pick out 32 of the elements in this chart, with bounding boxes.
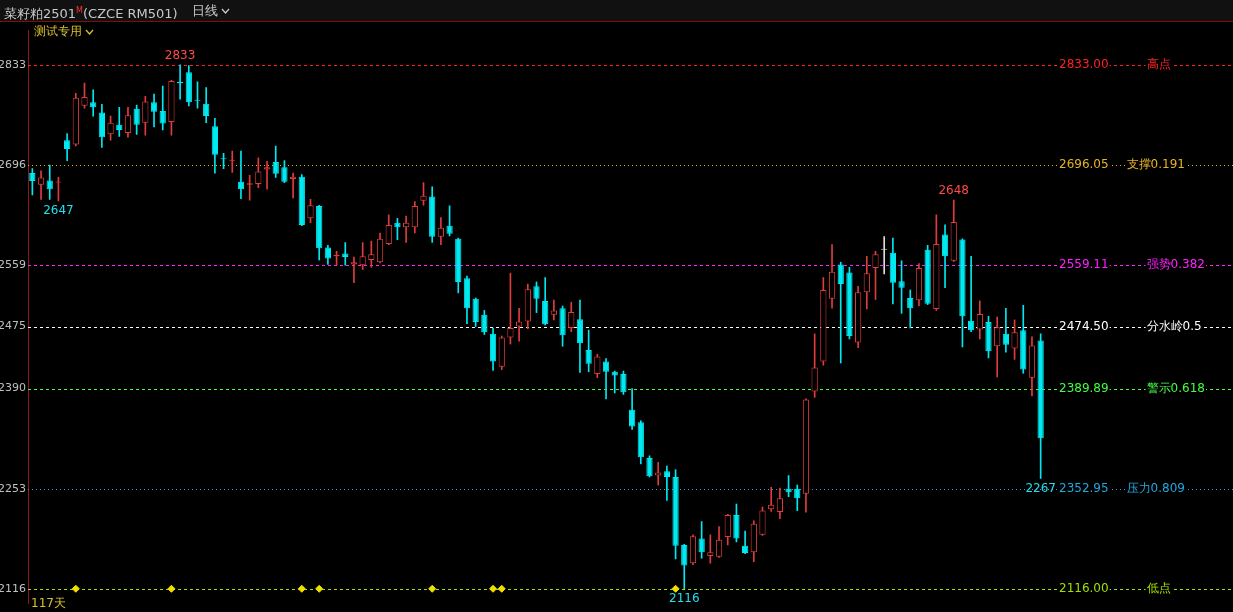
text: 2833.00 xyxy=(1059,57,1109,72)
ref-line-label: 高点 xyxy=(1146,57,1171,72)
chart-title: 菜籽粕2501$^{M}$(CZCE RM501) xyxy=(4,5,178,24)
text: 2474.50 xyxy=(1059,318,1109,333)
text: 2696.05 xyxy=(1059,157,1109,172)
candlestick xyxy=(663,465,671,501)
candlestick xyxy=(515,307,523,342)
annotation: 2267 xyxy=(1025,480,1056,495)
annotation: 测试专用 xyxy=(34,24,82,38)
ref-line-label: 压力0.809 xyxy=(1126,480,1185,495)
candlestick xyxy=(655,462,662,486)
annotation: 2648 xyxy=(938,183,969,198)
annotation: 117天 xyxy=(31,596,66,610)
text: 2389.89 xyxy=(1059,380,1109,395)
candlestick xyxy=(46,164,53,200)
annotation: 2647 xyxy=(43,202,74,217)
ref-line-label: 强势0.382 xyxy=(1146,257,1205,272)
ref-line-label: 分水岭0.5 xyxy=(1146,318,1202,333)
candlestick xyxy=(837,261,844,364)
ref-line-label: 支撑0.191 xyxy=(1126,157,1185,172)
candlestick xyxy=(116,106,123,137)
candlestick xyxy=(342,242,349,266)
candlestick xyxy=(90,89,97,117)
ref-line-label: 低点 xyxy=(1146,580,1171,595)
ref-line-label: 警示0.618 xyxy=(1146,380,1205,395)
candlestick xyxy=(602,358,610,400)
annotation: 2833 xyxy=(164,48,196,63)
annotation: 2116 xyxy=(669,590,700,605)
text: 2116.00 xyxy=(1059,580,1109,595)
chart-subtitle: 日线 xyxy=(191,2,218,20)
text: 2559.11 xyxy=(1059,257,1109,272)
text: 2352.95 xyxy=(1059,480,1109,495)
